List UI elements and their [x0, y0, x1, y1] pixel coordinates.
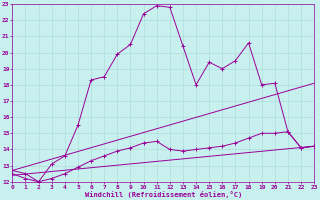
- X-axis label: Windchill (Refroidissement éolien,°C): Windchill (Refroidissement éolien,°C): [84, 191, 242, 198]
